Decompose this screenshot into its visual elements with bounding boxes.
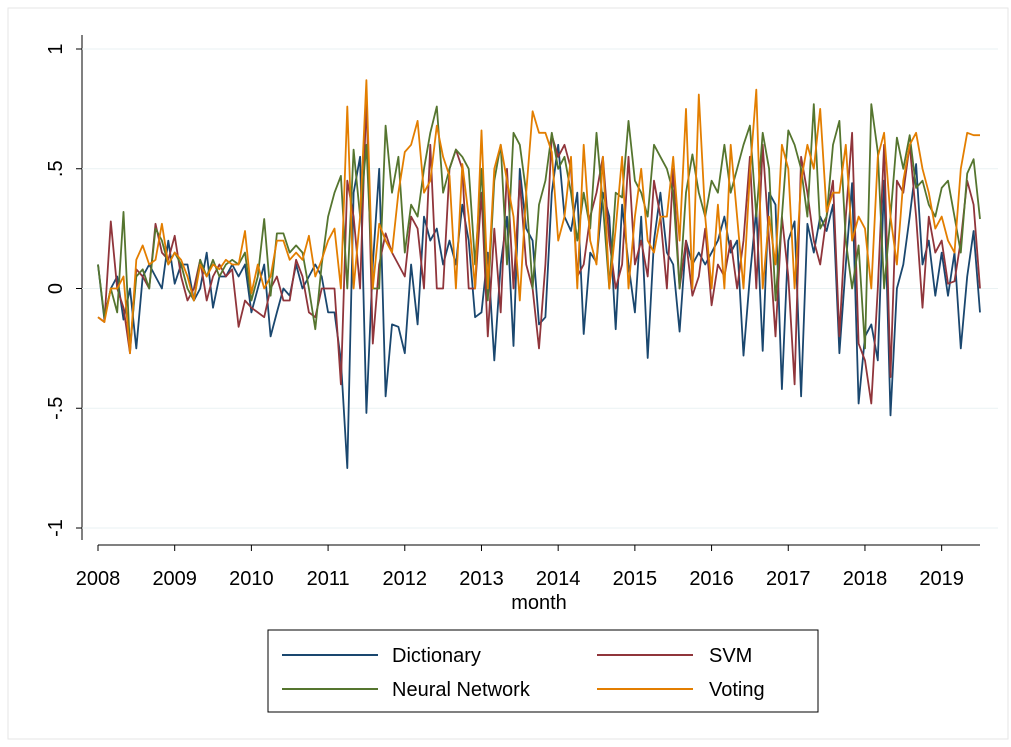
y-tick-label: 1 [45, 43, 67, 54]
x-tick-label: 2018 [843, 568, 888, 590]
x-tick-label: 2012 [383, 568, 428, 590]
x-tick-label: 2016 [689, 568, 734, 590]
legend-label: Voting [709, 679, 765, 701]
frame [7, 7, 1009, 740]
x-axis-title: month [511, 592, 567, 614]
x-tick-label: 2011 [307, 568, 350, 590]
x-tick-label: 2010 [229, 568, 274, 590]
x-tick-label: 2017 [766, 568, 811, 590]
x-tick-label: 2014 [536, 568, 581, 590]
series-line [97, 103, 981, 350]
legend-label: SVM [709, 645, 752, 667]
series-line [97, 96, 981, 405]
legend [267, 629, 819, 713]
y-tick-label: -.5 [45, 397, 67, 420]
y-tick-label: -1 [45, 519, 67, 537]
legend-label: Neural Network [392, 679, 531, 701]
x-tick-label: 2008 [76, 568, 121, 590]
y-tick-label: .5 [45, 160, 67, 177]
series-line [97, 79, 980, 355]
x-tick-label: 2009 [152, 568, 197, 590]
legend-label: Dictionary [392, 645, 481, 667]
x-tick-label: 2019 [919, 568, 964, 590]
x-tick-label: 2015 [613, 568, 658, 590]
y-tick-label: 0 [45, 283, 67, 294]
x-tick-label: 2013 [459, 568, 504, 590]
series-line [97, 143, 981, 469]
